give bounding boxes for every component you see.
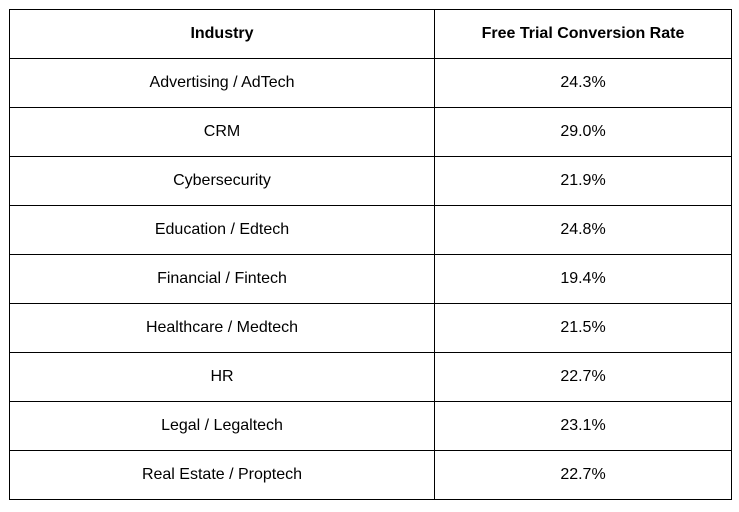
table-row: Real Estate / Proptech 22.7%: [9, 450, 732, 500]
rate-cell: 29.0%: [434, 107, 732, 157]
header-industry: Industry: [9, 9, 435, 59]
rate-cell: 19.4%: [434, 254, 732, 304]
table-row: Healthcare / Medtech 21.5%: [9, 303, 732, 353]
industry-cell: CRM: [9, 107, 435, 157]
industry-cell: Cybersecurity: [9, 156, 435, 206]
rate-cell: 21.5%: [434, 303, 732, 353]
conversion-rate-table: Industry Free Trial Conversion Rate Adve…: [9, 9, 732, 500]
rate-cell: 21.9%: [434, 156, 732, 206]
table-row: Legal / Legaltech 23.1%: [9, 401, 732, 451]
table-row: Financial / Fintech 19.4%: [9, 254, 732, 304]
header-conversion-rate: Free Trial Conversion Rate: [434, 9, 732, 59]
rate-cell: 22.7%: [434, 352, 732, 402]
rate-cell: 23.1%: [434, 401, 732, 451]
table-header-row: Industry Free Trial Conversion Rate: [9, 9, 732, 59]
industry-cell: Financial / Fintech: [9, 254, 435, 304]
rate-cell: 24.8%: [434, 205, 732, 255]
rate-cell: 22.7%: [434, 450, 732, 500]
industry-cell: Legal / Legaltech: [9, 401, 435, 451]
industry-cell: Real Estate / Proptech: [9, 450, 435, 500]
industry-cell: Healthcare / Medtech: [9, 303, 435, 353]
table-row: Education / Edtech 24.8%: [9, 205, 732, 255]
industry-cell: HR: [9, 352, 435, 402]
industry-cell: Education / Edtech: [9, 205, 435, 255]
table-row: Cybersecurity 21.9%: [9, 156, 732, 206]
industry-cell: Advertising / AdTech: [9, 58, 435, 108]
rate-cell: 24.3%: [434, 58, 732, 108]
table-row: HR 22.7%: [9, 352, 732, 402]
table-row: CRM 29.0%: [9, 107, 732, 157]
table-row: Advertising / AdTech 24.3%: [9, 58, 732, 108]
